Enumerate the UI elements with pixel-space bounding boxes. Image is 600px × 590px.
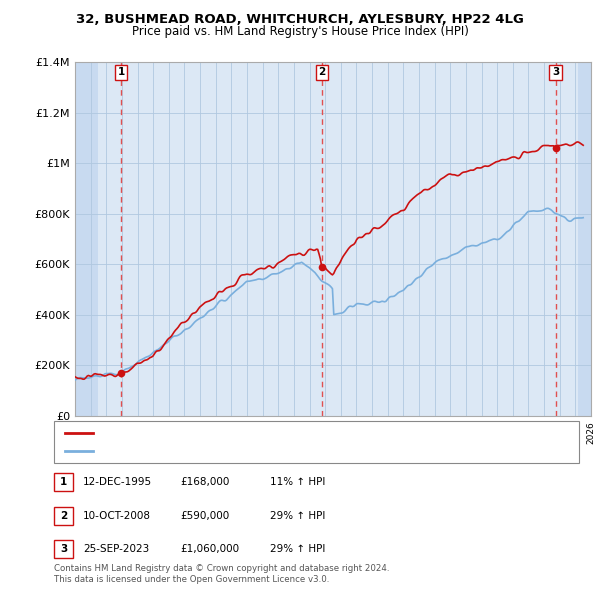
Text: HPI: Average price, detached house, Buckinghamshire: HPI: Average price, detached house, Buck… <box>99 446 370 456</box>
Text: 29% ↑ HPI: 29% ↑ HPI <box>270 511 325 520</box>
Text: 10-OCT-2008: 10-OCT-2008 <box>83 511 151 520</box>
Text: 11% ↑ HPI: 11% ↑ HPI <box>270 477 325 487</box>
Text: This data is licensed under the Open Government Licence v3.0.: This data is licensed under the Open Gov… <box>54 575 329 584</box>
Text: £168,000: £168,000 <box>180 477 229 487</box>
Text: 3: 3 <box>552 67 559 77</box>
Text: 3: 3 <box>60 545 67 554</box>
Text: 1: 1 <box>60 477 67 487</box>
Text: 32, BUSHMEAD ROAD, WHITCHURCH, AYLESBURY, HP22 4LG (detached house): 32, BUSHMEAD ROAD, WHITCHURCH, AYLESBURY… <box>99 428 491 438</box>
Text: 1: 1 <box>118 67 125 77</box>
Text: 32, BUSHMEAD ROAD, WHITCHURCH, AYLESBURY, HP22 4LG: 32, BUSHMEAD ROAD, WHITCHURCH, AYLESBURY… <box>76 13 524 26</box>
Text: 2: 2 <box>318 67 326 77</box>
Text: £1,060,000: £1,060,000 <box>180 545 239 554</box>
Text: 2: 2 <box>60 511 67 520</box>
Text: 29% ↑ HPI: 29% ↑ HPI <box>270 545 325 554</box>
Text: £590,000: £590,000 <box>180 511 229 520</box>
Text: Price paid vs. HM Land Registry's House Price Index (HPI): Price paid vs. HM Land Registry's House … <box>131 25 469 38</box>
Text: Contains HM Land Registry data © Crown copyright and database right 2024.: Contains HM Land Registry data © Crown c… <box>54 565 389 573</box>
Text: 25-SEP-2023: 25-SEP-2023 <box>83 545 149 554</box>
Text: 12-DEC-1995: 12-DEC-1995 <box>83 477 152 487</box>
